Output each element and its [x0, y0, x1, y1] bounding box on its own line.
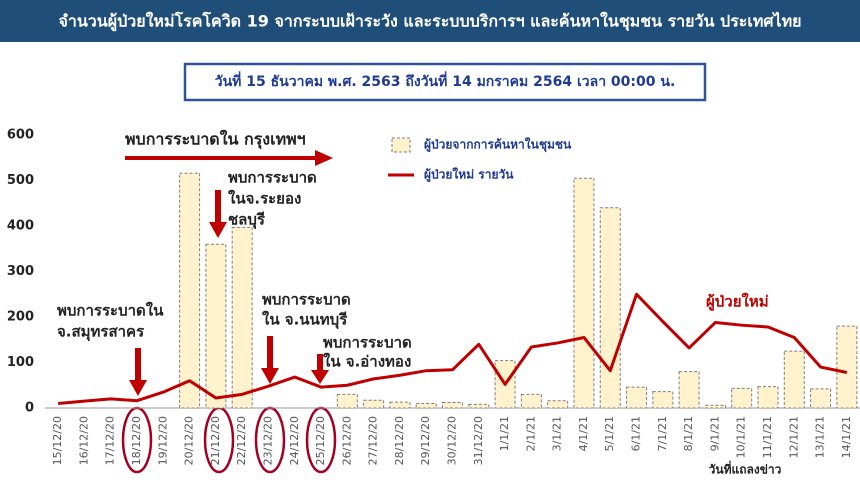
- bar: [836, 325, 858, 409]
- bar: [573, 177, 595, 409]
- x-tick-label: 11/1/21: [761, 416, 774, 458]
- x-tick-label: 27/12/20: [367, 416, 380, 465]
- bar: [389, 401, 411, 409]
- x-tick-label: 24/12/20: [288, 416, 301, 465]
- bar: [783, 350, 805, 409]
- x-tick-label: 5/1/21: [603, 416, 616, 451]
- bar: [336, 393, 358, 409]
- annotation: ใน จ.อ่างทอง: [323, 353, 411, 371]
- line: [58, 292, 848, 405]
- x-tick-label: 20/12/20: [183, 416, 196, 465]
- bar: [731, 387, 753, 409]
- bar: [468, 403, 490, 409]
- x-tick-label: 10/1/21: [735, 416, 748, 458]
- annotation: ในจ.ระยอง: [228, 190, 301, 208]
- x-tick-label: 9/1/21: [708, 416, 721, 451]
- x-tick-label: 30/12/20: [446, 416, 459, 465]
- x-tick-label: 7/1/21: [656, 416, 669, 451]
- x-tick-label: 13/1/21: [814, 416, 827, 458]
- x-tick-label: 26/12/20: [340, 416, 353, 465]
- y-tick-label: 600: [7, 128, 34, 143]
- circles: [121, 406, 337, 474]
- bar: [626, 386, 648, 409]
- annotation: จ.สมุทรสาคร: [57, 323, 145, 342]
- y-tick-label: 400: [7, 219, 34, 234]
- bar: [547, 400, 569, 409]
- x-tick-label: 14/1/21: [840, 416, 853, 458]
- arrow: [125, 150, 333, 166]
- legend-swatch: [391, 137, 411, 153]
- bar: [205, 243, 227, 409]
- annotation: พบการระบาด: [228, 169, 317, 187]
- title-bar: [0, 0, 860, 42]
- x-tick-label: 29/12/20: [419, 416, 432, 465]
- x-tick-label: 16/12/20: [77, 416, 90, 465]
- y-tick-label: 0: [25, 401, 34, 416]
- x-tick-label: 21/12/20: [209, 416, 222, 465]
- annotation: พบการระบาด: [262, 291, 351, 309]
- bar: [520, 393, 542, 409]
- annotation: ชลบุรี: [228, 211, 266, 230]
- annotation: พบการระบาดใน กรุงเทพฯ: [125, 130, 306, 150]
- subtitle-box: [183, 62, 707, 102]
- x-tick-label: 1/1/21: [498, 416, 511, 451]
- x-tick-label: 23/12/20: [261, 416, 274, 465]
- x-tick-label: 17/12/20: [104, 416, 117, 465]
- legend-label: ผู้ป่วยจากการค้นหาในชุมชน: [424, 137, 572, 153]
- x-tick-label: 3/1/21: [551, 416, 564, 451]
- bar: [363, 399, 385, 409]
- arrow: [311, 354, 329, 384]
- x-tick-label: 18/12/20: [130, 416, 143, 465]
- y-tick-label: 300: [7, 264, 34, 279]
- x-tick-label: 12/1/21: [787, 416, 800, 458]
- x-tick-label: 8/1/21: [682, 416, 695, 451]
- bar: [810, 388, 832, 409]
- bar: [179, 172, 201, 409]
- bar: [704, 404, 726, 409]
- x-tick-label: 25/12/20: [314, 416, 327, 465]
- bar: [231, 226, 253, 409]
- bar: [442, 402, 463, 409]
- bar: [415, 402, 437, 409]
- bar: [599, 207, 621, 409]
- annotation: ใน จ.นนทบุรี: [262, 311, 348, 330]
- x-axis-label: วันที่แถลงข่าว: [709, 461, 782, 477]
- subtitle: วันที่ 15 ธันวาคม พ.ศ. 2563 ถึงวันที่ 14…: [215, 71, 676, 90]
- arrow: [209, 190, 227, 238]
- legend-label: ผู้ป่วยใหม่ รายวัน: [424, 167, 514, 183]
- line-label: ผู้ป่วยใหม่: [706, 293, 769, 312]
- x-tick-label: 22/12/20: [235, 416, 248, 465]
- x-tick-label: 15/12/20: [51, 416, 64, 465]
- x-tick-label: 2/1/21: [524, 416, 537, 451]
- chart-title: จำนวนผู้ป่วยใหม่โรคโควิด 19 จากระบบเฝ้าร…: [58, 11, 801, 33]
- x-tick-label: 6/1/21: [630, 416, 643, 451]
- annotation: พบการระบาดใน: [57, 302, 164, 320]
- y-tick-label: 200: [7, 310, 34, 325]
- x-tick-label: 19/12/20: [156, 416, 169, 465]
- x-tick-label: 4/1/21: [577, 416, 590, 451]
- y-tick-label: 500: [7, 173, 34, 188]
- bar: [757, 386, 779, 409]
- arrows: [125, 150, 333, 396]
- arrow: [129, 348, 147, 396]
- annotation: พบการระบาด: [323, 334, 412, 352]
- x-tick-label: 28/12/20: [393, 416, 406, 465]
- arrow: [261, 336, 279, 384]
- bar: [678, 371, 700, 409]
- bar: [652, 391, 674, 409]
- y-tick-label: 100: [7, 355, 34, 370]
- x-tick-label: 31/12/20: [472, 416, 485, 465]
